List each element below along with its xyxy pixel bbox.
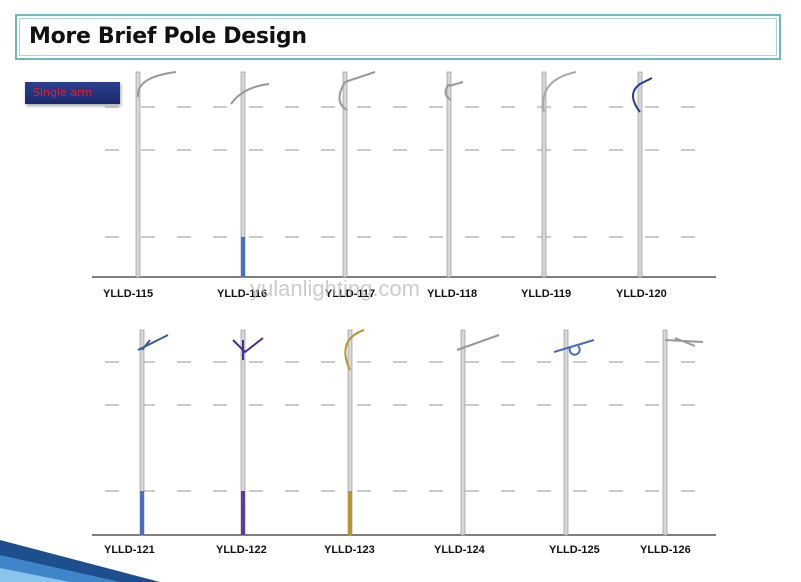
pole-arm xyxy=(444,81,464,101)
title: More Brief Pole Design xyxy=(29,24,307,49)
pole-arm xyxy=(136,71,177,98)
pole-base xyxy=(241,491,245,535)
pole-arm xyxy=(230,83,270,105)
pole-arm xyxy=(137,334,169,351)
pole xyxy=(135,71,141,278)
model-label: YLLD-115 xyxy=(103,288,153,300)
pole-base xyxy=(241,237,245,277)
pole-arm xyxy=(632,77,653,113)
model-label: YLLD-122 xyxy=(216,544,267,556)
model-label: YLLD-119 xyxy=(521,288,571,300)
model-label: YLLD-121 xyxy=(104,544,155,556)
model-label: YLLD-120 xyxy=(616,288,667,300)
pole xyxy=(541,71,547,278)
pole xyxy=(342,71,348,278)
pole xyxy=(662,329,668,536)
pole-base xyxy=(140,491,144,535)
model-label: YLLD-118 xyxy=(427,288,477,300)
pole xyxy=(446,71,452,278)
pole-arm xyxy=(232,337,264,360)
pole-arm xyxy=(553,339,595,356)
model-label: YLLD-123 xyxy=(324,544,375,556)
pole xyxy=(563,329,569,536)
title-box: More Brief Pole Design xyxy=(15,14,781,60)
watermark: yulanlighting.com xyxy=(250,276,420,301)
corner-decoration xyxy=(0,568,70,582)
model-label: YLLD-116 xyxy=(217,288,267,300)
pole-arm xyxy=(344,329,365,371)
model-label: YLLD-126 xyxy=(640,544,691,556)
pole-arm xyxy=(664,337,704,347)
pole-base xyxy=(348,491,352,535)
pole xyxy=(637,71,643,278)
pole xyxy=(460,329,466,536)
model-label: YLLD-124 xyxy=(434,544,486,556)
model-label: YLLD-117 xyxy=(325,288,375,300)
pole-arm xyxy=(456,334,500,351)
pole-arm xyxy=(542,71,577,113)
badge: Single arm xyxy=(25,82,120,104)
pole-arm xyxy=(338,71,376,111)
model-label: YLLD-125 xyxy=(549,544,600,556)
